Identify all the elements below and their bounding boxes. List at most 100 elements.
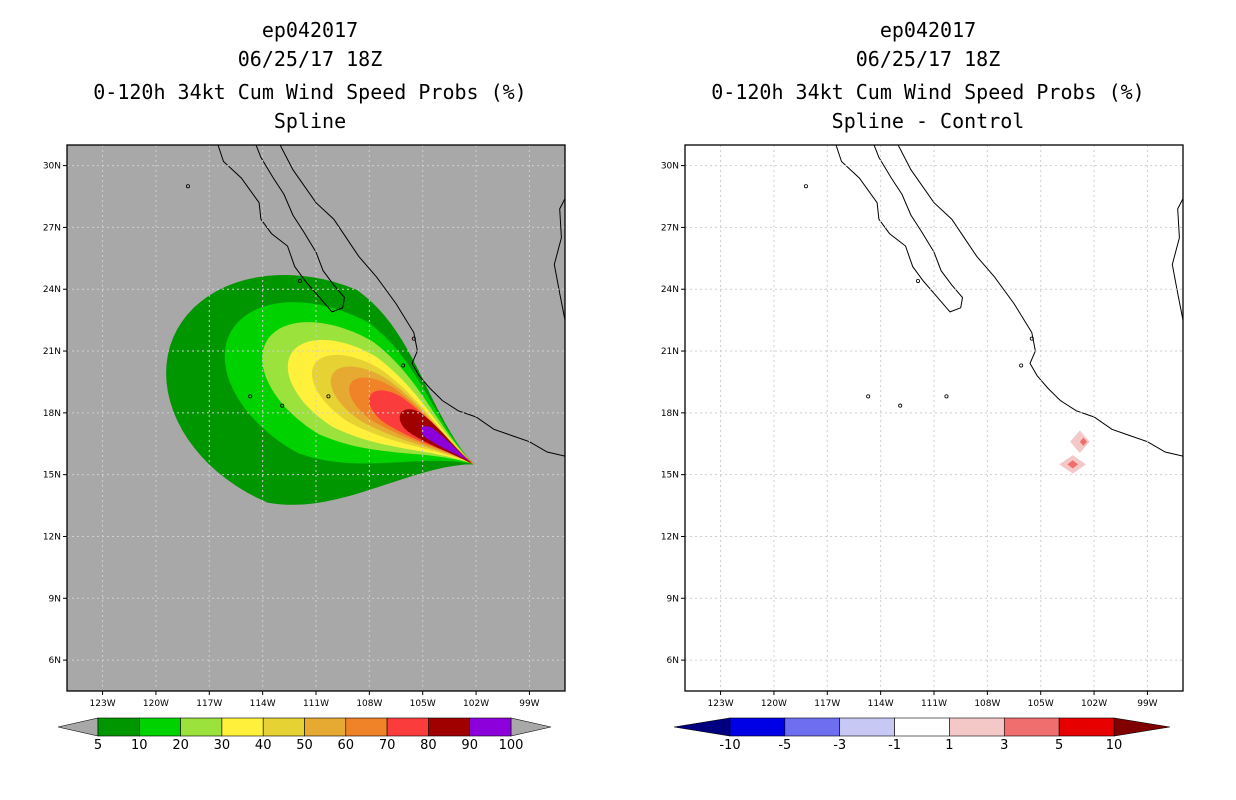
map-layer	[67, 145, 565, 691]
x-tick-label: 105W	[410, 699, 436, 709]
colorbar-swatch	[97, 717, 140, 737]
colorbar-swatch	[180, 717, 223, 737]
colorbar-label: 100	[499, 738, 524, 753]
x-tick-label: 117W	[196, 699, 222, 709]
colorbar-swatch	[304, 717, 347, 737]
colorbar-low-arrow	[57, 717, 99, 737]
left-title-line-4: Spline	[273, 109, 347, 133]
prob-contour-90	[421, 426, 471, 463]
colorbar-swatch	[1003, 717, 1060, 737]
y-tick-label: 6N	[49, 656, 61, 666]
y-tick-label: 12N	[661, 532, 679, 542]
colorbar-swatch	[221, 717, 264, 737]
left-chart: 123W 120W 117W 114W 111W 108W 105W 102W 99W 30N 27…	[43, 144, 566, 753]
island-6	[401, 363, 406, 368]
diff-blob-2-core	[1067, 460, 1079, 469]
x-tick-label: 117W	[814, 699, 840, 709]
island-3	[185, 184, 190, 189]
y-tick-label: 12N	[43, 532, 61, 542]
left-title-line-2: 06/25/17 18Z	[237, 47, 383, 71]
diff-blob-1	[1070, 430, 1090, 454]
x-tick-label: 105W	[1028, 699, 1054, 709]
right-title-line-1: ep042017	[879, 18, 977, 42]
y-tick-label: 9N	[667, 594, 679, 604]
x-tick-label: 120W	[761, 699, 787, 709]
x-tick-label: 123W	[90, 699, 116, 709]
coastline-mainland	[897, 145, 1183, 457]
colorbar-swatch	[428, 717, 470, 737]
x-tick-label: 111W	[303, 699, 329, 709]
colorbar: 5 10 20 30 40 50 60 70 80 90 100	[57, 717, 552, 753]
colorbar-swatch	[949, 717, 1005, 737]
colorbar-swatch	[1058, 717, 1115, 737]
colorbar-label: 10	[131, 738, 148, 753]
colorbar-low-arrow	[673, 717, 731, 737]
colorbar-swatch	[839, 717, 895, 737]
right-chart: 123W 120W 117W 114W 111W 108W 105W 102W 99W 30N 27…	[661, 144, 1184, 753]
coastline-baja	[835, 145, 964, 313]
colorbar-swatch	[729, 717, 786, 737]
x-tick-label: 120W	[143, 699, 169, 709]
colorbar-label: 20	[172, 738, 189, 753]
y-tick-label: 27N	[661, 223, 679, 233]
x-tick-label: 114W	[250, 699, 276, 709]
colorbar-label: 80	[420, 738, 437, 753]
y-tick-label: 24N	[43, 285, 61, 295]
colorbar-label: 1	[945, 738, 953, 753]
y-tick-label: 21N	[43, 347, 61, 357]
x-tick-label: 114W	[868, 699, 894, 709]
colorbar-high-arrow	[510, 717, 552, 737]
right-title-line-4: Spline - Control	[831, 109, 1025, 133]
colorbar-label: -5	[778, 738, 791, 753]
x-tick-label: 108W	[356, 699, 382, 709]
island-0	[915, 278, 920, 283]
colorbar-label: 30	[214, 738, 231, 753]
colorbar-swatch	[386, 717, 429, 737]
x-tick-label: 102W	[463, 699, 489, 709]
map-layer	[685, 145, 1183, 691]
y-tick-label: 18N	[43, 409, 61, 419]
colorbar-swatch	[345, 717, 388, 737]
x-tick-label: 123W	[708, 699, 734, 709]
island-5	[1029, 336, 1034, 341]
y-tick-label: 18N	[661, 409, 679, 419]
colorbar-label: -1	[888, 738, 901, 753]
left-title-line-1: ep042017	[261, 18, 359, 42]
colorbar: -10 -5 -3 -1 1 3 5 10	[673, 717, 1171, 753]
island-3	[803, 184, 808, 189]
island-0	[297, 278, 302, 283]
island-4	[248, 394, 253, 399]
y-tick-label: 27N	[43, 223, 61, 233]
colorbar-high-arrow	[1113, 717, 1171, 737]
colorbar-swatch	[784, 717, 841, 737]
colorbar-swatch	[469, 717, 512, 737]
right-panel-title: ep042017 06/25/17 18Z 0-120h 34kt Cum Wi…	[628, 16, 1228, 136]
y-tick-label: 15N	[661, 471, 679, 481]
island-1	[944, 394, 949, 399]
y-tick-label: 15N	[43, 471, 61, 481]
y-tick-label: 24N	[661, 285, 679, 295]
colorbar-label: -3	[833, 738, 846, 753]
y-tick-label: 6N	[667, 656, 679, 666]
colorbar-label: -10	[719, 738, 740, 753]
diff-blob-1-core	[1079, 437, 1087, 446]
y-tick-label: 9N	[49, 594, 61, 604]
colorbar-label: 90	[461, 738, 478, 753]
y-tick-label: 21N	[661, 347, 679, 357]
colorbar-label: 50	[296, 738, 313, 753]
island-2	[280, 403, 285, 408]
y-tick-label: 30N	[661, 162, 679, 172]
x-tick-label: 108W	[974, 699, 1000, 709]
x-tick-label: 99W	[519, 699, 539, 709]
island-5	[411, 336, 416, 341]
left-title-line-3: 0-120h 34kt Cum Wind Speed Probs (%)	[93, 80, 527, 104]
island-4	[866, 394, 871, 399]
island-1	[326, 394, 331, 399]
colorbar-label: 60	[338, 738, 355, 753]
island-2	[898, 403, 903, 408]
coastline-gulf	[1171, 197, 1183, 321]
colorbar-label: 10	[1106, 738, 1123, 753]
right-title-line-3: 0-120h 34kt Cum Wind Speed Probs (%)	[711, 80, 1145, 104]
x-tick-label: 99W	[1137, 699, 1157, 709]
